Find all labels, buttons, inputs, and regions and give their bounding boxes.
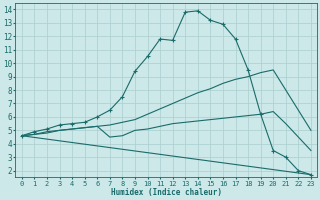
X-axis label: Humidex (Indice chaleur): Humidex (Indice chaleur) [111,188,222,197]
